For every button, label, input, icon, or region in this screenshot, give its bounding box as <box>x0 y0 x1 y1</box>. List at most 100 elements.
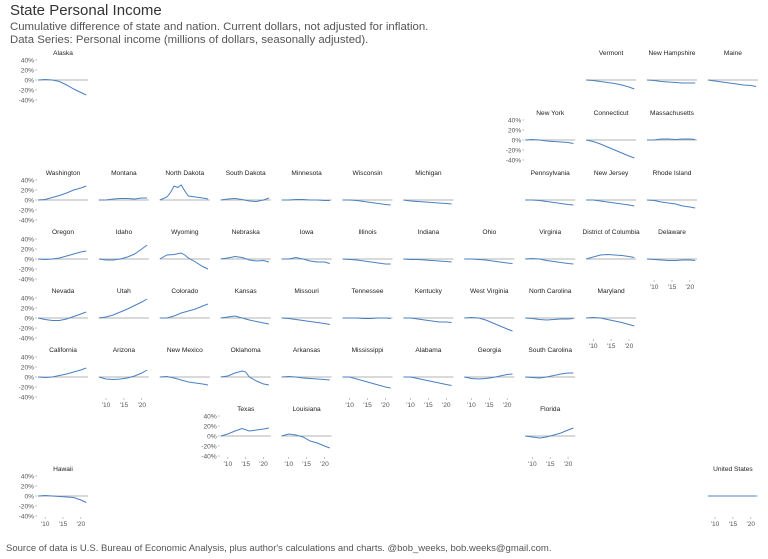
series-line-wisconsin <box>342 199 391 206</box>
x-tick-label: '10 <box>284 461 293 468</box>
panel-south-dakota: South Dakota <box>220 170 271 203</box>
y-tick-label: 20% <box>21 483 34 490</box>
panel-south-carolina: South Carolina <box>525 347 576 379</box>
panel-arizona: Arizona '10 '15 '20 <box>98 347 149 409</box>
panel-title-alaska: Alaska <box>53 50 73 57</box>
y-tick-label: 40% <box>21 236 34 243</box>
panel-indiana: Indiana <box>403 229 454 263</box>
panel-title-virginia: Virginia <box>539 229 561 236</box>
panel-new-jersey: New Jersey <box>586 170 637 207</box>
chart-title: State Personal Income <box>10 2 162 19</box>
series-line-georgia <box>464 373 513 380</box>
series-line-maine <box>707 79 757 87</box>
y-tick-label: -20% <box>19 384 35 391</box>
series-line-oregon <box>37 250 87 261</box>
panel-iowa: Iowa <box>281 229 332 264</box>
y-tick-label: -40% <box>19 276 35 283</box>
series-line-indiana <box>403 258 452 263</box>
x-tick-label: '20 <box>686 284 695 291</box>
panel-title-oklahoma: Oklahoma <box>231 347 261 354</box>
y-tick-label: 40% <box>21 57 34 64</box>
panel-title-new-york: New York <box>536 110 565 117</box>
panel-virginia: Virginia <box>525 229 576 265</box>
series-line-hawaii <box>37 494 87 503</box>
panel-united-states: United States '10 '15 '20 <box>707 466 758 528</box>
series-line-iowa <box>281 256 330 264</box>
panel-district-of-columbia: District of Columbia <box>583 229 640 260</box>
x-tick-label: '15 <box>120 402 129 409</box>
panel-title-new-mexico: New Mexico <box>167 347 203 354</box>
panel-idaho: Idaho <box>98 229 149 261</box>
series-line-wyoming <box>159 252 209 270</box>
series-line-michigan <box>403 199 452 205</box>
x-tick-label: '15 <box>729 521 738 528</box>
y-tick-label: 0% <box>24 77 34 84</box>
source-note: Source of data is U.S. Bureau of Economi… <box>6 543 552 554</box>
y-tick-label: 20% <box>21 305 34 312</box>
panel-washington: Washington 40% 20% 0% -20% -40% <box>19 170 88 224</box>
panel-title-colorado: Colorado <box>171 288 198 295</box>
series-line-tennessee <box>342 317 391 319</box>
panel-title-kansas: Kansas <box>235 288 258 295</box>
panel-california: California 40% 20% 0% -20% -40% <box>19 347 88 401</box>
x-tick-label: '15 <box>241 461 250 468</box>
panel-nebraska: Nebraska <box>220 229 271 263</box>
y-tick-label: -20% <box>19 87 35 94</box>
panel-ohio: Ohio <box>464 229 515 264</box>
y-tick-label: 40% <box>21 354 34 361</box>
x-tick-label: '20 <box>320 461 329 468</box>
panel-montana: Montana <box>98 170 149 201</box>
panel-michigan: Michigan <box>403 170 454 205</box>
panel-kentucky: Kentucky <box>403 288 454 323</box>
panel-title-vermont: Vermont <box>599 50 624 57</box>
y-tick-label: -20% <box>201 443 217 450</box>
panel-title-arkansas: Arkansas <box>293 347 321 354</box>
y-tick-label: 0% <box>24 197 34 204</box>
panel-title-louisiana: Louisiana <box>292 406 321 413</box>
panel-title-north-dakota: North Dakota <box>165 170 204 177</box>
x-tick-label: '15 <box>607 343 616 350</box>
y-tick-label: -40% <box>19 394 35 401</box>
y-tick-label: -20% <box>19 325 35 332</box>
series-line-rhode-island <box>646 199 696 209</box>
panel-title-hawaii: Hawaii <box>53 466 73 473</box>
y-tick-label: 40% <box>21 295 34 302</box>
panel-louisiana: Louisiana '10 '15 '20 <box>281 406 332 468</box>
panel-mississippi: Mississippi '10 '15 '20 <box>342 347 393 409</box>
x-tick-label: '20 <box>503 402 512 409</box>
y-tick-label: 20% <box>508 127 521 134</box>
panel-wisconsin: Wisconsin <box>342 170 393 206</box>
panel-title-illinois: Illinois <box>358 229 377 236</box>
y-tick-label: -20% <box>19 503 35 510</box>
series-line-arizona <box>98 369 148 381</box>
x-tick-label: '20 <box>381 402 390 409</box>
panel-title-montana: Montana <box>111 170 137 177</box>
series-line-alaska <box>37 78 87 96</box>
series-line-florida <box>525 427 574 439</box>
panel-georgia: Georgia '10 '15 '20 <box>464 347 515 409</box>
panel-minnesota: Minnesota <box>281 170 332 201</box>
panel-title-wisconsin: Wisconsin <box>352 170 382 177</box>
panel-title-district-of-columbia: District of Columbia <box>583 229 640 236</box>
series-line-ohio <box>464 258 513 264</box>
x-tick-label: '10 <box>711 521 720 528</box>
y-tick-label: 20% <box>21 187 34 194</box>
series-line-maryland <box>586 316 635 327</box>
series-line-pennsylvania <box>525 199 574 206</box>
y-tick-label: -40% <box>506 157 522 164</box>
panel-title-michigan: Michigan <box>415 170 442 177</box>
panel-title-oregon: Oregon <box>52 229 74 236</box>
panel-title-arizona: Arizona <box>113 347 136 354</box>
panel-title-alabama: Alabama <box>415 347 441 354</box>
y-tick-label: 20% <box>21 364 34 371</box>
panel-title-ohio: Ohio <box>482 229 496 236</box>
x-tick-label: '10 <box>102 402 111 409</box>
panel-wyoming: Wyoming <box>159 229 210 270</box>
panel-colorado: Colorado <box>159 288 210 319</box>
panel-title-new-jersey: New Jersey <box>594 170 629 177</box>
series-line-district-of-columbia <box>585 253 635 260</box>
x-tick-label: '10 <box>224 461 233 468</box>
panel-alabama: Alabama '10 '15 '20 <box>403 347 454 409</box>
series-line-new-jersey <box>586 199 635 207</box>
